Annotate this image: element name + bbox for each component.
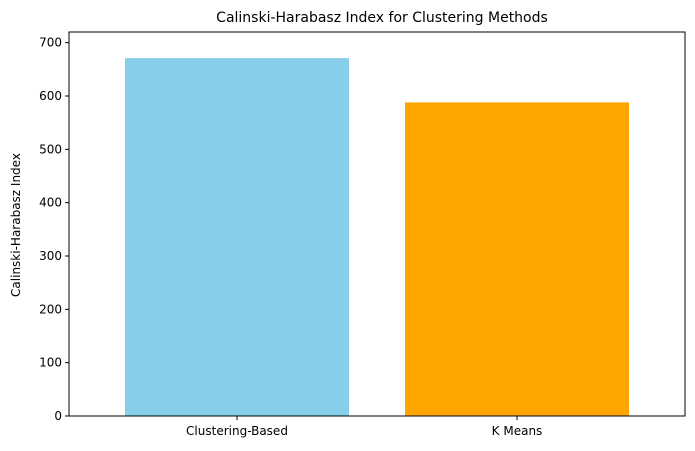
y-axis-label: Calinski-Harabasz Index [9,153,23,297]
y-tick-label: 0 [54,409,62,423]
bar-clustering-based [125,58,349,417]
y-tick-label: 100 [39,356,62,370]
plot-frame [68,31,686,417]
y-tick-label: 600 [39,89,62,103]
y-tick-label: 300 [39,249,62,263]
y-tick-label: 200 [39,302,62,316]
y-tick-label: 400 [39,196,62,210]
plot-area: 0 100 200 300 400 500 600 700 Clustering-Based K … [39,31,686,438]
chart-title: Calinski-Harabasz Index for Clustering M… [216,10,548,26]
x-tick-label: K Means [492,424,543,438]
y-tick-label: 500 [39,142,62,156]
x-tick-label: Clustering-Based [186,424,288,438]
bar-k-means [405,102,629,417]
y-tick-label: 700 [39,36,62,50]
